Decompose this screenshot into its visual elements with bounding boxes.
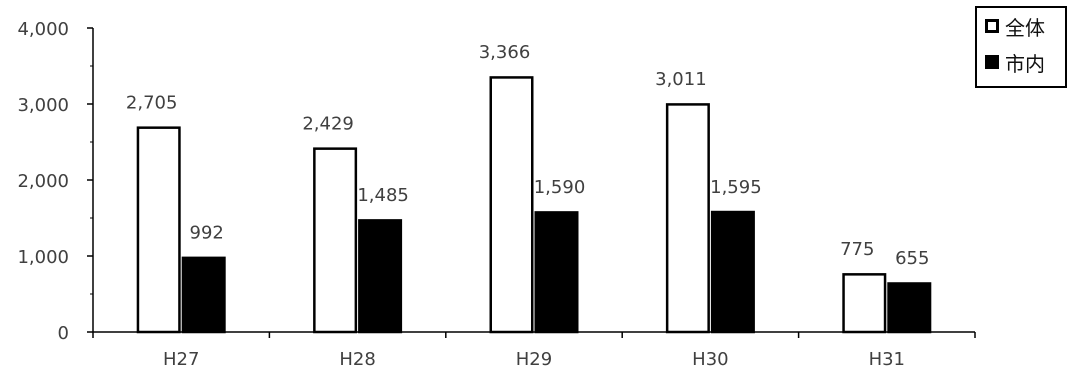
legend-item-total: 全体 [977,8,1065,44]
bar-city [358,219,403,334]
legend-label-city: 市内 [1005,51,1045,76]
data-label-total: 775 [840,239,874,260]
x-tick-label: H27 [163,349,199,370]
bar-total [665,103,710,334]
bar-total [313,147,358,334]
legend-swatch-city [985,55,999,69]
data-label-city: 1,485 [357,185,409,206]
y-tick-label: 4,000 [17,19,69,40]
x-tick-label: H30 [692,349,728,370]
data-label-total: 2,429 [302,113,354,134]
legend-label-total: 全体 [1005,15,1045,40]
data-label-city: 1,590 [534,177,586,198]
data-label-total: 3,366 [479,42,531,63]
bar-total [136,126,181,334]
y-tick-label: 1,000 [17,247,69,268]
legend-item-city: 市内 [977,44,1065,80]
x-tick-label: H29 [516,349,552,370]
data-label-total: 3,011 [655,69,707,90]
y-tick-label: 3,000 [17,95,69,116]
bar-city [710,210,755,334]
data-label-total: 2,705 [126,92,178,113]
data-label-city: 655 [895,248,929,269]
legend-swatch-total [985,19,999,33]
legend: 全体 市内 [975,6,1067,88]
x-tick-label: H28 [339,349,375,370]
y-tick-label: 0 [58,323,69,344]
data-labels: 2,705 992 2,429 1,485 3,366 1,590 3,011 1,595 77… [126,42,930,269]
bars [136,76,932,334]
data-label-city: 992 [190,223,224,244]
data-label-city: 1,595 [710,177,762,198]
bar-city [887,282,932,334]
bar-city [534,211,579,334]
bar-total [842,273,887,334]
bar-city [181,256,226,334]
x-axis: H27 H28 H29 H30 H31 [92,331,976,370]
bar-total [489,76,534,334]
y-axis: 0 1,000 2,000 3,000 4,000 [17,19,94,344]
y-tick-label: 2,000 [17,171,69,192]
x-tick-label: H31 [869,349,905,370]
